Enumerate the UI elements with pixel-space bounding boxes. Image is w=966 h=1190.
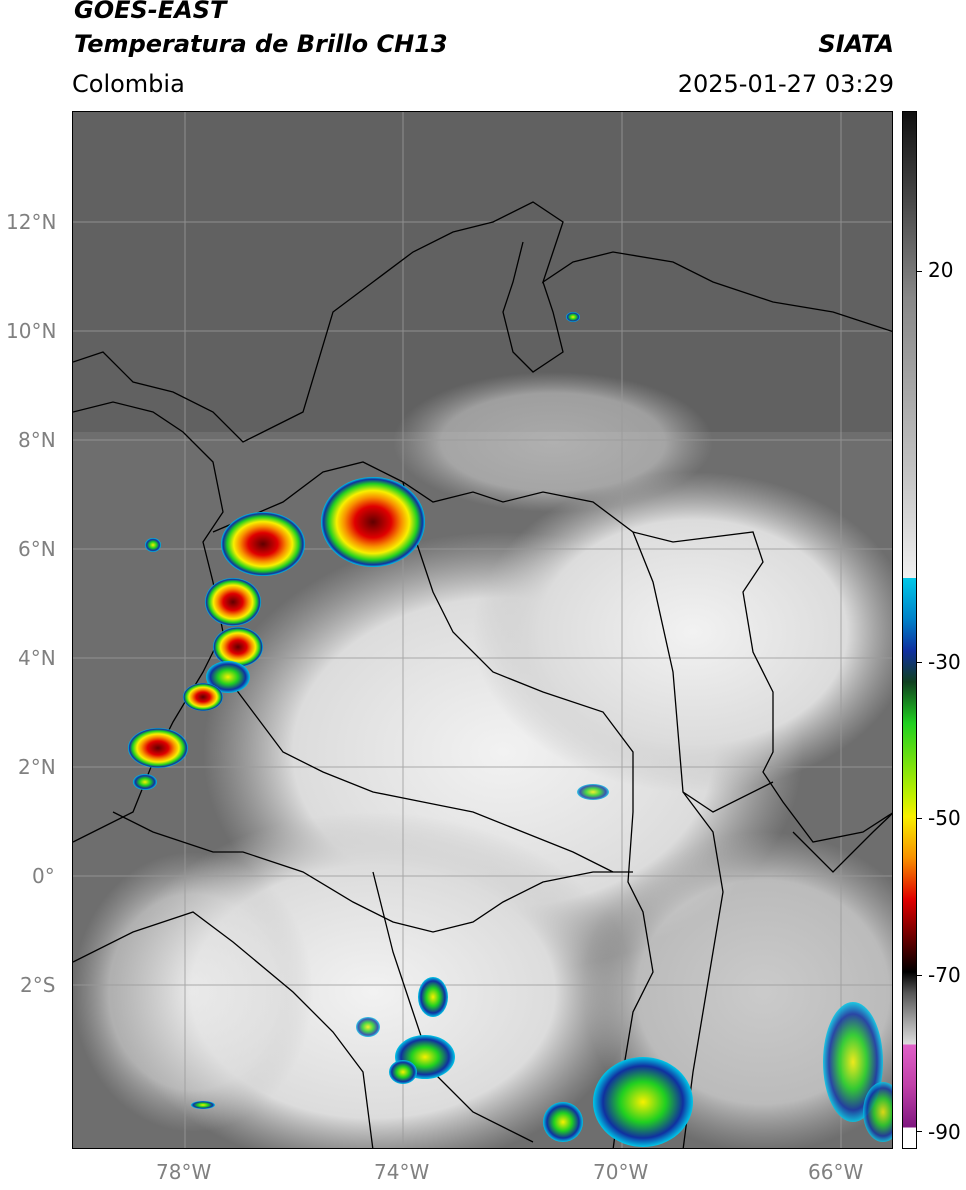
title-product: Temperatura de Brillo CH13 (74, 30, 448, 58)
lat-tick-label: 0° (32, 864, 55, 888)
colorbar (902, 111, 917, 1149)
map-canvas (73, 112, 892, 1148)
satellite-map[interactable] (72, 111, 893, 1149)
lat-tick-label: 4°N (18, 646, 56, 670)
lat-tick-label: 8°N (18, 428, 56, 452)
colorbar-label: -90 (928, 1120, 961, 1144)
grid-lines (73, 112, 892, 1148)
organization-label: SIATA (818, 30, 894, 58)
region-label: Colombia (72, 70, 185, 98)
colorbar-label: -50 (928, 806, 961, 830)
colorbar-label: -30 (928, 650, 961, 674)
lat-tick-label: 6°N (18, 537, 56, 561)
lon-tick-label: 74°W (374, 1160, 430, 1184)
lon-tick-label: 66°W (808, 1160, 864, 1184)
title-satellite: GOES-EAST (74, 0, 227, 24)
colorbar-label: 20 (928, 258, 954, 282)
convective-storms (128, 312, 892, 1147)
lat-tick-label: 2°S (20, 973, 56, 997)
lon-tick-label: 70°W (593, 1160, 649, 1184)
datetime-label: 2025-01-27 03:29 (677, 70, 894, 98)
lat-tick-label: 12°N (6, 210, 57, 234)
colorbar-label: -70 (928, 963, 961, 987)
lat-tick-label: 2°N (18, 755, 56, 779)
lon-tick-label: 78°W (156, 1160, 212, 1184)
lat-tick-label: 10°N (6, 319, 57, 343)
borders (73, 201, 892, 1148)
